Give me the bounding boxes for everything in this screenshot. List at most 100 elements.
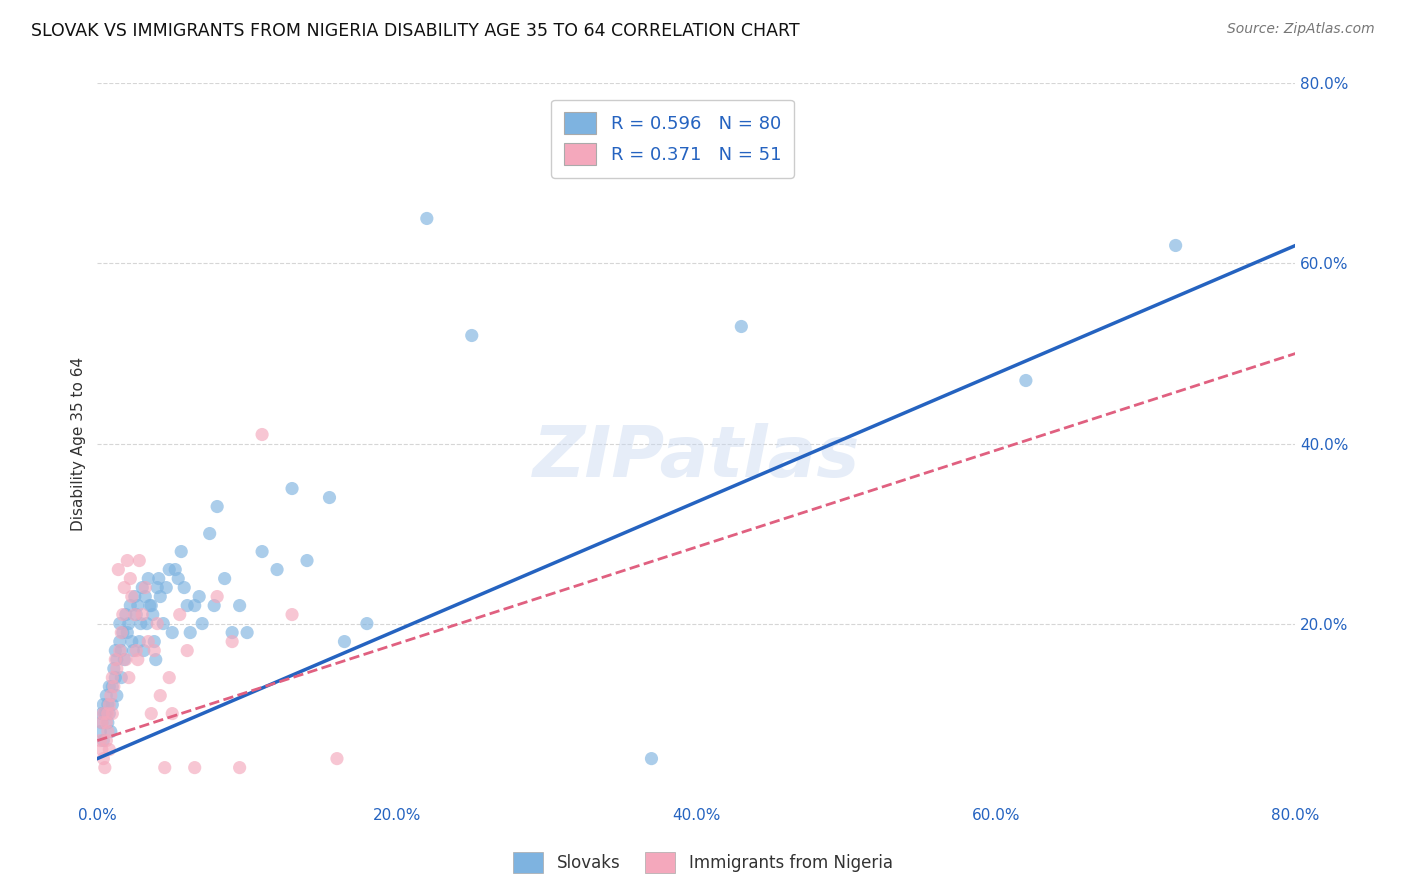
Point: [104, 652, 127, 666]
Point: [98, 706, 121, 721]
Point: [188, 590, 211, 604]
Point: [101, 706, 124, 721]
Point: [96, 689, 118, 703]
Point: [136, 572, 159, 586]
Point: [96, 706, 118, 721]
Point: [98, 698, 121, 712]
Point: [101, 698, 124, 712]
Point: [281, 607, 304, 622]
Point: [1015, 374, 1038, 388]
Legend: R = 0.596   N = 80, R = 0.371   N = 51: R = 0.596 N = 80, R = 0.371 N = 51: [551, 100, 794, 178]
Point: [101, 671, 124, 685]
Point: [124, 590, 146, 604]
Point: [93, 751, 115, 765]
Point: [89, 724, 111, 739]
Point: [176, 599, 198, 613]
Point: [173, 581, 195, 595]
Point: [183, 599, 205, 613]
Point: [136, 634, 159, 648]
Point: [141, 599, 163, 613]
Point: [326, 751, 349, 765]
Legend: Slovaks, Immigrants from Nigeria: Slovaks, Immigrants from Nigeria: [506, 846, 900, 880]
Point: [108, 616, 131, 631]
Y-axis label: Disability Age 35 to 64: Disability Age 35 to 64: [72, 357, 86, 531]
Point: [110, 671, 132, 685]
Point: [416, 211, 439, 226]
Point: [111, 625, 134, 640]
Point: [124, 607, 146, 622]
Point: [94, 706, 117, 721]
Point: [90, 715, 112, 730]
Point: [93, 698, 115, 712]
Point: [114, 652, 136, 666]
Point: [142, 607, 165, 622]
Point: [97, 715, 120, 730]
Point: [105, 689, 128, 703]
Point: [122, 643, 145, 657]
Point: [120, 572, 142, 586]
Point: [146, 581, 169, 595]
Point: [117, 625, 139, 640]
Point: [169, 607, 191, 622]
Point: [90, 706, 112, 721]
Point: [93, 706, 115, 721]
Point: [152, 616, 174, 631]
Point: [131, 607, 153, 622]
Point: [111, 607, 134, 622]
Point: [183, 761, 205, 775]
Point: [157, 671, 180, 685]
Point: [176, 643, 198, 657]
Point: [165, 563, 187, 577]
Point: [266, 563, 288, 577]
Point: [110, 643, 132, 657]
Point: [121, 634, 143, 648]
Point: [93, 733, 115, 747]
Point: [125, 607, 148, 622]
Point: [160, 625, 183, 640]
Point: [143, 643, 166, 657]
Point: [107, 563, 129, 577]
Point: [97, 698, 120, 712]
Point: [96, 715, 118, 730]
Point: [170, 544, 193, 558]
Point: [179, 625, 201, 640]
Point: [250, 427, 273, 442]
Point: [105, 652, 128, 666]
Point: [134, 581, 156, 595]
Point: [149, 590, 172, 604]
Point: [214, 572, 236, 586]
Point: [157, 563, 180, 577]
Point: [149, 689, 172, 703]
Point: [121, 590, 143, 604]
Point: [112, 652, 135, 666]
Point: [128, 553, 150, 567]
Point: [132, 643, 155, 657]
Point: [141, 706, 163, 721]
Point: [103, 662, 125, 676]
Point: [318, 491, 340, 505]
Point: [104, 671, 127, 685]
Point: [146, 616, 169, 631]
Point: [112, 581, 135, 595]
Point: [98, 742, 121, 756]
Point: [96, 733, 118, 747]
Point: [640, 751, 662, 765]
Point: [110, 625, 132, 640]
Text: Source: ZipAtlas.com: Source: ZipAtlas.com: [1227, 22, 1375, 37]
Point: [125, 643, 148, 657]
Point: [139, 599, 162, 613]
Point: [250, 544, 273, 558]
Point: [97, 706, 120, 721]
Point: [108, 634, 131, 648]
Point: [131, 581, 153, 595]
Point: [228, 599, 250, 613]
Point: [236, 625, 259, 640]
Point: [100, 724, 122, 739]
Point: [281, 482, 304, 496]
Point: [103, 680, 125, 694]
Point: [143, 634, 166, 648]
Point: [120, 599, 142, 613]
Point: [135, 616, 157, 631]
Point: [128, 634, 150, 648]
Point: [90, 715, 112, 730]
